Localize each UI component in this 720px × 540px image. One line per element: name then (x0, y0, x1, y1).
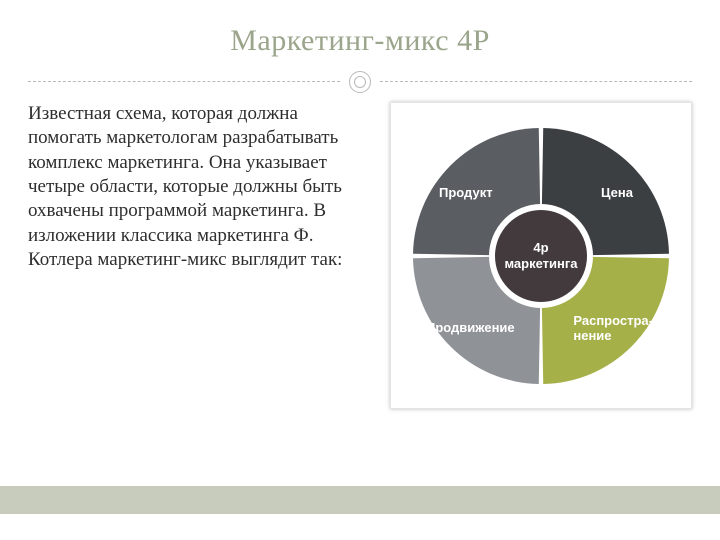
slide: Маркетинг-микс 4P Известная схема, котор… (0, 0, 720, 540)
body-text: Известная схема, которая должна помогать… (28, 102, 374, 409)
ornament-line-right (380, 81, 692, 82)
chart-center-label: 4p маркетинга (504, 240, 577, 271)
content-row: Известная схема, которая должна помогать… (0, 92, 720, 409)
footer-accent-band (0, 486, 720, 514)
slice-label-distribution: Распростра- нение (573, 314, 653, 344)
title-ornament (0, 72, 720, 92)
slice-label-promotion: Продвижение (426, 321, 515, 336)
ornament-line-left (28, 81, 340, 82)
marketing-4p-chart: 4p маркетинга Продукт Цена Распростра- н… (411, 126, 671, 386)
slice-label-price: Цена (601, 186, 633, 201)
chart-container: 4p маркетинга Продукт Цена Распростра- н… (390, 102, 692, 409)
page-title: Маркетинг-микс 4P (0, 0, 720, 58)
ornament-circle-inner (354, 76, 366, 88)
chart-center-hub: 4p маркетинга (495, 210, 587, 302)
slice-label-product: Продукт (439, 186, 493, 201)
